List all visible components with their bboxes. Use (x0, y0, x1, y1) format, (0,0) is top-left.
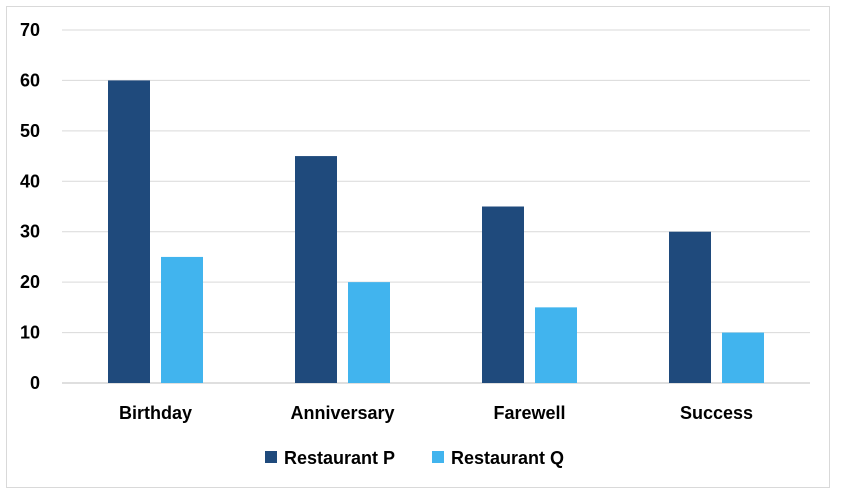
bar-restaurant-p-birthday (108, 80, 150, 383)
x-tick-label: Birthday (119, 403, 192, 423)
legend-label: Restaurant P (284, 448, 395, 468)
x-tick-label: Anniversary (290, 403, 394, 423)
x-tick-label: Farewell (493, 403, 565, 423)
y-tick-label: 50 (20, 121, 40, 141)
bar-restaurant-p-success (669, 231, 711, 383)
y-tick-label: 70 (20, 20, 40, 40)
bar-restaurant-p-farewell (482, 206, 524, 383)
y-axis-tick-labels: 0 10 20 30 40 50 60 70 (20, 20, 40, 393)
bars (108, 80, 764, 383)
y-tick-label: 10 (20, 323, 40, 343)
legend-label: Restaurant Q (451, 448, 564, 468)
x-axis-tick-labels: Birthday Anniversary Farewell Success (119, 403, 753, 423)
bar-restaurant-p-anniversary (295, 156, 337, 383)
y-tick-label: 60 (20, 70, 40, 90)
x-tick-label: Success (680, 403, 753, 423)
legend-swatch (432, 451, 444, 463)
y-tick-label: 0 (30, 373, 40, 393)
bar-restaurant-q-success (722, 332, 764, 383)
bar-restaurant-q-birthday (161, 256, 203, 383)
legend: Restaurant P Restaurant Q (265, 448, 564, 468)
y-tick-label: 40 (20, 171, 40, 191)
y-tick-label: 20 (20, 272, 40, 292)
bar-restaurant-q-farewell (535, 307, 577, 383)
bar-restaurant-q-anniversary (348, 282, 390, 383)
y-tick-label: 30 (20, 222, 40, 242)
legend-swatch (265, 451, 277, 463)
